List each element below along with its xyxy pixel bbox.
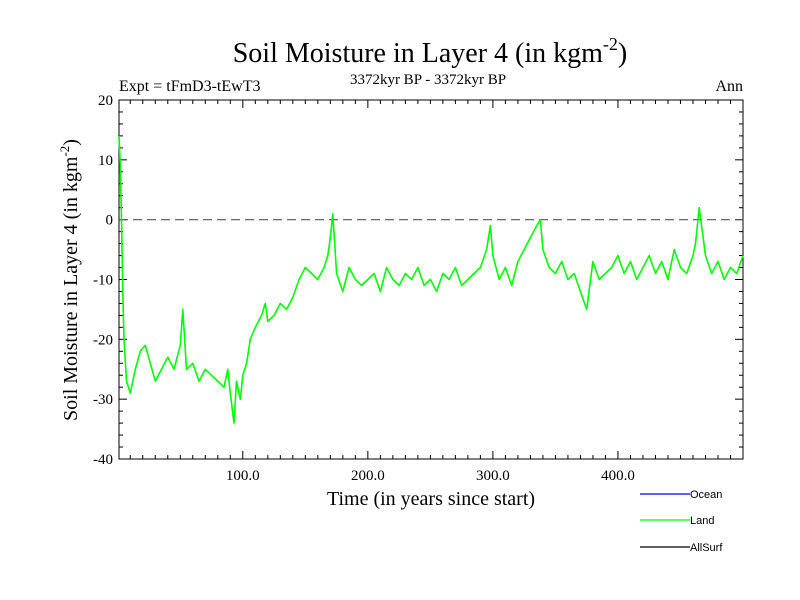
series-line-land: [118, 135, 744, 424]
y-tick-label: 0: [106, 213, 114, 229]
legend: Ocean Land AllSurf: [640, 489, 723, 554]
experiment-label: Expt = tFmD3-tEwT3: [119, 78, 260, 95]
y-tick-label: 20: [98, 93, 113, 109]
x-axis: 100.0 200.0 300.0 400.0: [129, 100, 731, 484]
y-tick-label: -30: [93, 392, 113, 408]
legend-ocean-label: Ocean: [690, 489, 722, 501]
y-axis-label-main: Soil Moisture in Layer 4 (in kgm: [60, 156, 82, 421]
y-axis: 20 10 0 -10 -20 -30 -40: [93, 93, 743, 468]
legend-allsurf-label: AllSurf: [690, 542, 723, 554]
y-axis-label-close: ): [60, 139, 82, 146]
period-label: 3372kyr BP - 3372kyr BP: [350, 72, 506, 88]
chart-title-close: ): [618, 38, 627, 69]
chart-title-sup: -2: [603, 34, 618, 54]
y-tick-label: -40: [93, 452, 113, 468]
y-tick-label: 10: [98, 153, 113, 169]
y-tick-label: -10: [93, 273, 113, 289]
y-axis-label: Soil Moisture in Layer 4 (in kgm-2): [57, 139, 82, 421]
legend-land-label: Land: [690, 515, 714, 527]
season-label: Ann: [715, 78, 743, 95]
chart-title: Soil Moisture in Layer 4 (in kgm-2): [233, 34, 628, 69]
series-group: [118, 135, 744, 424]
x-tick-label: 100.0: [226, 468, 260, 484]
x-tick-label: 200.0: [351, 468, 385, 484]
y-axis-label-sup: -2: [57, 146, 72, 157]
chart-title-main: Soil Moisture in Layer 4 (in kgm: [233, 38, 603, 69]
x-tick-label: 400.0: [601, 468, 635, 484]
x-tick-label: 300.0: [476, 468, 510, 484]
y-tick-label: -20: [93, 332, 113, 348]
x-axis-label: Time (in years since start): [327, 488, 535, 510]
